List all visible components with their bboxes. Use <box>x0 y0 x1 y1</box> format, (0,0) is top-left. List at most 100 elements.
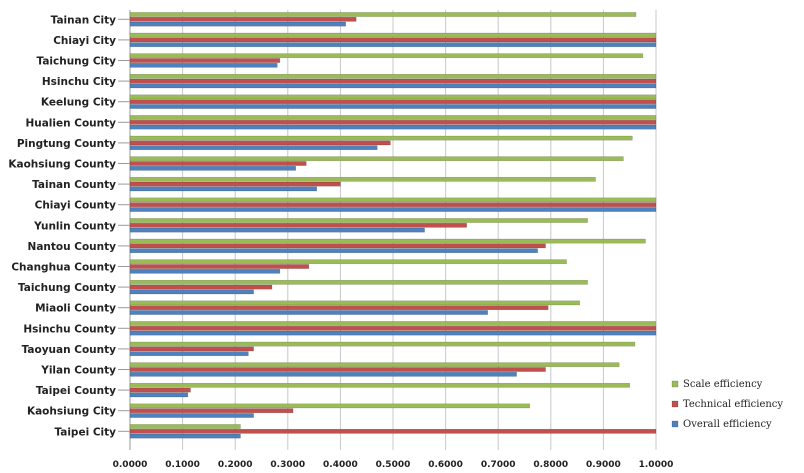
bar-technical-efficiency <box>129 305 549 311</box>
x-tick-label: 0.7000 <box>481 460 516 470</box>
category-label: Hsinchu County <box>23 323 116 335</box>
bar-scale-efficiency <box>129 32 657 38</box>
legend-swatch <box>671 380 679 388</box>
bar-overall-efficiency <box>129 104 657 109</box>
category-label: Taichung County <box>18 282 116 294</box>
x-tick-label: 0.1000 <box>165 460 200 470</box>
category-label: Kaohsiung County <box>8 159 116 171</box>
bar-technical-efficiency <box>129 140 391 146</box>
bar-technical-efficiency <box>129 243 546 249</box>
bar-overall-efficiency <box>129 392 189 398</box>
legend-swatch <box>671 420 679 428</box>
bar-scale-efficiency <box>129 12 637 17</box>
bar-scale-efficiency <box>129 259 567 265</box>
bar-scale-efficiency <box>129 156 624 162</box>
bar-scale-efficiency <box>129 218 588 223</box>
bar-overall-efficiency <box>129 248 538 254</box>
legend-label: Technical efficiency <box>683 399 783 410</box>
category-label: Changhua County <box>11 262 116 274</box>
bar-technical-efficiency <box>129 58 281 63</box>
category-label: Taichung City <box>37 56 117 68</box>
legend: Scale efficiency Technical efficiency Over… <box>671 379 783 430</box>
bar-scale-efficiency <box>129 197 657 203</box>
bar-overall-efficiency <box>129 186 317 192</box>
bar-technical-efficiency <box>129 78 657 84</box>
x-tick-label: 0.5000 <box>376 460 411 470</box>
x-tick-label: 0.3000 <box>270 460 305 470</box>
category-label: Taipei County <box>36 385 116 397</box>
bar-overall-efficiency <box>129 310 488 315</box>
category-label: Chiayi County <box>35 200 117 212</box>
bars <box>129 12 657 439</box>
bar-scale-efficiency <box>129 321 657 326</box>
bar-technical-efficiency <box>129 99 657 105</box>
x-tick-label: 0.8000 <box>533 460 568 470</box>
category-label: Kaohsiung City <box>27 406 116 418</box>
category-label: Hsinchu City <box>42 76 116 88</box>
bar-scale-efficiency <box>129 115 657 120</box>
bar-scale-efficiency <box>129 135 633 141</box>
bar-scale-efficiency <box>129 53 644 59</box>
bar-scale-efficiency <box>129 176 596 182</box>
bar-technical-efficiency <box>129 325 657 331</box>
x-tick-label: 0.0000 <box>113 460 148 470</box>
bar-scale-efficiency <box>129 362 620 368</box>
bar-overall-efficiency <box>129 227 425 233</box>
bar-scale-efficiency <box>129 279 588 285</box>
bar-overall-efficiency <box>129 165 296 171</box>
bar-technical-efficiency <box>129 16 357 22</box>
bar-scale-efficiency <box>129 382 630 388</box>
bar-scale-efficiency <box>129 341 636 347</box>
category-label: Chiayi City <box>53 35 116 47</box>
x-tick-label: 0.2000 <box>218 460 253 470</box>
bar-technical-efficiency <box>129 161 307 166</box>
category-label: Yilan County <box>40 365 116 377</box>
bar-overall-efficiency <box>129 83 657 89</box>
bar-scale-efficiency <box>129 238 646 244</box>
bar-technical-efficiency <box>129 264 310 269</box>
category-label: Miaoli County <box>35 303 116 315</box>
bar-scale-efficiency <box>129 424 241 429</box>
category-label: Hualien County <box>25 117 116 129</box>
x-tick-label: 1.0000 <box>639 460 674 470</box>
bar-technical-efficiency <box>129 119 657 125</box>
bar-technical-efficiency <box>129 428 657 434</box>
bar-technical-efficiency <box>129 346 254 352</box>
category-label: Yunlin County <box>33 220 116 232</box>
bar-overall-efficiency <box>129 433 241 439</box>
bar-overall-efficiency <box>129 289 254 295</box>
legend-label: Scale efficiency <box>683 379 763 390</box>
bar-scale-efficiency <box>129 94 657 100</box>
category-label: Taipei City <box>54 426 116 438</box>
bar-technical-efficiency <box>129 387 191 393</box>
bar-overall-efficiency <box>129 21 346 27</box>
category-label: Tainan City <box>51 14 117 26</box>
bar-technical-efficiency <box>129 181 341 187</box>
bar-technical-efficiency <box>129 222 467 228</box>
bar-technical-efficiency <box>129 37 657 43</box>
bar-overall-efficiency <box>129 413 254 418</box>
bar-overall-efficiency <box>129 371 517 377</box>
x-axis-tick-labels: 0.0000 0.1000 0.2000 0.3000 0.4000 0.5000 0.60… <box>113 460 674 470</box>
x-tick-label: 0.4000 <box>323 460 358 470</box>
bar-overall-efficiency <box>129 145 378 151</box>
legend-label: Overall efficiency <box>683 419 772 430</box>
bar-scale-efficiency <box>129 403 531 409</box>
bar-scale-efficiency <box>129 300 580 306</box>
category-label: Nantou County <box>28 241 117 253</box>
bar-overall-efficiency <box>129 268 281 274</box>
bar-overall-efficiency <box>129 351 249 357</box>
category-label: Taoyuan County <box>22 344 117 356</box>
bar-technical-efficiency <box>129 408 294 414</box>
bar-scale-efficiency <box>129 73 657 79</box>
x-tick-label: 0.6000 <box>428 460 463 470</box>
bar-technical-efficiency <box>129 202 657 208</box>
bar-overall-efficiency <box>129 330 657 336</box>
category-labels: Tainan City Chiayi City Taichung City Hsinc… <box>8 14 130 438</box>
bar-overall-efficiency <box>129 62 278 68</box>
bar-technical-efficiency <box>129 284 273 290</box>
legend-swatch <box>671 400 679 408</box>
category-label: Tainan County <box>32 179 116 191</box>
bar-overall-efficiency <box>129 207 657 212</box>
